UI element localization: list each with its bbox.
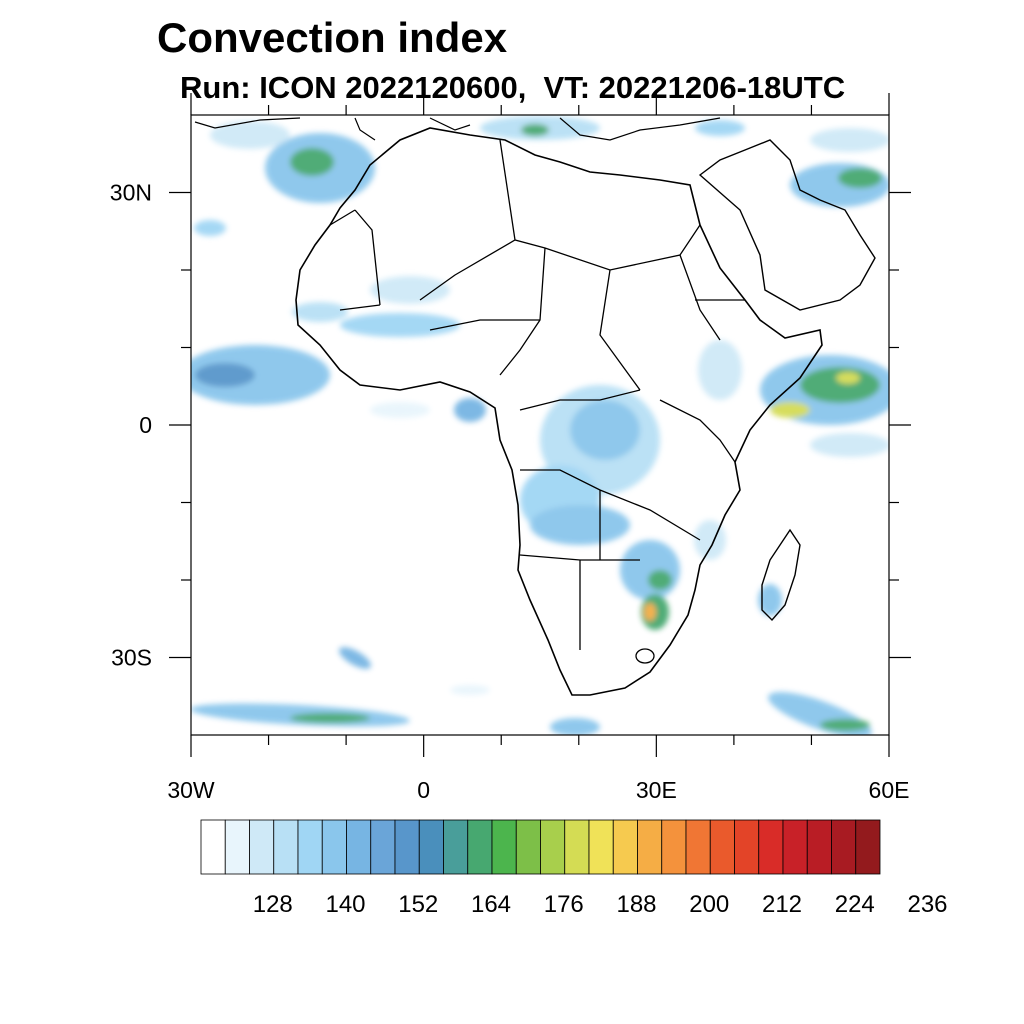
map-subtitle: Run: ICON 2022120600, VT: 20221206-18UTC	[180, 70, 846, 105]
field-blob	[836, 372, 860, 384]
field-blob	[550, 718, 600, 735]
colorbar-box	[515, 819, 541, 875]
field-blob	[370, 276, 450, 304]
field-blob	[210, 121, 290, 149]
field-blob	[340, 313, 460, 337]
field-blob	[648, 570, 672, 590]
colorbar-box	[321, 819, 347, 875]
colorbar-box	[370, 819, 396, 875]
colorbar-label: 164	[471, 891, 511, 918]
field-blob	[838, 168, 882, 188]
colorbar-label: 152	[398, 891, 438, 918]
lat-axis-labels: 30N 0 30S	[110, 180, 152, 671]
field-blob	[195, 363, 255, 387]
field-blob	[290, 148, 334, 176]
colorbar-label: 236	[907, 891, 947, 918]
country-borders	[329, 139, 745, 650]
arabia-coastline	[698, 139, 876, 311]
field-blob	[800, 367, 880, 403]
map-title: Convection index	[157, 14, 508, 61]
lat-label: 30N	[110, 180, 152, 206]
colorbar	[200, 819, 881, 875]
colorbar-box	[661, 819, 687, 875]
colorbar-box	[709, 819, 735, 875]
colorbar-box	[637, 819, 663, 875]
field-blob	[820, 719, 870, 731]
convection-field	[191, 116, 889, 735]
field-blob	[810, 128, 889, 152]
lesotho-outline	[635, 648, 655, 664]
colorbar-labels: 128 140 152 164 176 188 200 212 224 236	[253, 891, 948, 918]
colorbar-box	[443, 819, 469, 875]
colorbar-box	[346, 819, 372, 875]
colorbar-box	[734, 819, 760, 875]
africa-coastline	[295, 127, 823, 696]
colorbar-box	[491, 819, 517, 875]
field-blob	[370, 402, 430, 418]
field-blob	[292, 302, 348, 322]
field-blob	[194, 220, 226, 236]
colorbar-box	[685, 819, 711, 875]
axis-ticks	[169, 93, 911, 757]
colorbar-label: 224	[835, 891, 875, 918]
coastlines	[194, 117, 876, 696]
colorbar-box	[758, 819, 784, 875]
field-blob	[191, 345, 330, 405]
madagascar-coastline	[761, 528, 801, 622]
lon-label: 30E	[636, 777, 677, 803]
europe-coastline	[194, 117, 721, 141]
lon-axis-labels: 30W 0 30E 60E	[167, 777, 909, 803]
colorbar-label: 176	[544, 891, 584, 918]
colorbar-box	[612, 819, 638, 875]
field-blob	[521, 124, 549, 136]
colorbar-box	[273, 819, 299, 875]
colorbar-box	[297, 819, 323, 875]
lat-label: 0	[139, 412, 152, 438]
colorbar-box	[394, 819, 420, 875]
colorbar-box	[540, 819, 566, 875]
colorbar-box	[588, 819, 614, 875]
colorbar-box	[249, 819, 275, 875]
field-blob	[698, 340, 742, 400]
colorbar-box	[782, 819, 808, 875]
lon-label: 30W	[167, 777, 215, 803]
colorbar-box	[200, 819, 226, 875]
field-blob	[758, 584, 782, 616]
field-blob	[530, 505, 630, 545]
lon-label: 0	[417, 777, 430, 803]
colorbar-box	[224, 819, 250, 875]
colorbar-box	[564, 819, 590, 875]
plot-background	[191, 115, 889, 735]
field-blob	[290, 713, 370, 723]
field-blob	[644, 603, 656, 621]
colorbar-label: 140	[325, 891, 365, 918]
field-blob	[770, 402, 810, 418]
field-blob	[454, 398, 486, 422]
colorbar-box	[855, 819, 881, 875]
colorbar-label: 212	[762, 891, 802, 918]
field-blob	[570, 400, 640, 460]
colorbar-box	[806, 819, 832, 875]
colorbar-box	[418, 819, 444, 875]
colorbar-label: 200	[689, 891, 729, 918]
field-blob	[620, 540, 680, 600]
colorbar-box	[467, 819, 493, 875]
field-blob	[810, 433, 889, 457]
colorbar-label: 128	[253, 891, 293, 918]
lat-label: 30S	[111, 645, 152, 671]
colorbar-box	[831, 819, 857, 875]
colorbar-label: 188	[616, 891, 656, 918]
lon-label: 60E	[869, 777, 910, 803]
field-blob	[339, 647, 371, 669]
field-blob	[450, 685, 490, 695]
field-blob	[695, 120, 745, 136]
